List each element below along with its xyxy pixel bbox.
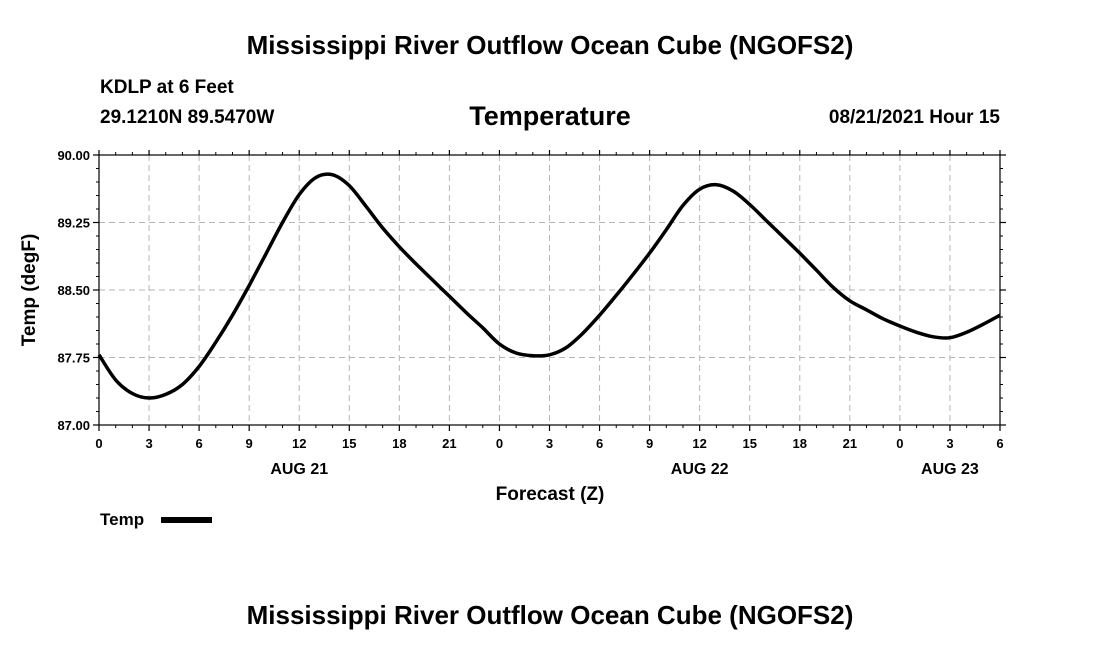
date-label: AUG 22 (671, 461, 729, 478)
variable-title: Temperature (469, 101, 631, 131)
x-tick-label: 15 (342, 436, 356, 451)
date-label: AUG 21 (270, 461, 328, 478)
x-tick-label: 9 (246, 436, 253, 451)
x-tick-label: 6 (596, 436, 603, 451)
x-tick-label: 0 (496, 436, 503, 451)
y-tick-label: 90.00 (57, 148, 90, 163)
x-tick-label: 6 (996, 436, 1003, 451)
legend-swatch (161, 517, 212, 523)
x-tick-label: 15 (742, 436, 756, 451)
x-tick-label: 18 (392, 436, 406, 451)
y-tick-label: 89.25 (57, 216, 90, 231)
x-tick-label: 0 (896, 436, 903, 451)
timestamp-label: 08/21/2021 Hour 15 (828, 107, 1000, 128)
x-tick-labels: 0 3 6 9 12 15 18 21 0 3 6 9 12 15 18 21 0 3 6 (95, 436, 1003, 451)
x-tick-label: 12 (292, 436, 306, 451)
y-tick-label: 88.50 (57, 283, 90, 298)
x-axis-label: Forecast (Z) (496, 484, 605, 505)
date-label: AUG 23 (921, 461, 979, 478)
x-tick-label: 3 (946, 436, 953, 451)
footer-title: Mississippi River Outflow Ocean Cube (NG… (246, 600, 854, 630)
y-axis-label: Temp (degF) (19, 234, 40, 347)
x-tick-label: 0 (95, 436, 102, 451)
x-tick-label: 3 (145, 436, 152, 451)
date-labels: AUG 21 AUG 22 AUG 23 (270, 461, 979, 478)
y-tick-labels: 87.00 87.75 88.50 89.25 90.00 (57, 148, 90, 433)
x-tick-label: 6 (195, 436, 202, 451)
x-tick-label: 21 (843, 436, 857, 451)
axis-ticks (93, 150, 1006, 431)
x-tick-label: 21 (442, 436, 456, 451)
x-tick-label: 9 (646, 436, 653, 451)
coordinates-label: 29.1210N 89.5470W (100, 107, 275, 128)
x-tick-label: 3 (546, 436, 553, 451)
legend-label: Temp (100, 510, 145, 529)
grid-lines (99, 155, 1000, 425)
temp-series-line (97, 172, 1001, 400)
x-tick-label: 18 (793, 436, 807, 451)
y-tick-label: 87.00 (57, 418, 90, 433)
chart-title: Mississippi River Outflow Ocean Cube (NG… (246, 30, 854, 60)
station-label: KDLP at 6 Feet (100, 77, 234, 98)
y-tick-label: 87.75 (57, 351, 90, 366)
x-tick-label: 12 (692, 436, 706, 451)
